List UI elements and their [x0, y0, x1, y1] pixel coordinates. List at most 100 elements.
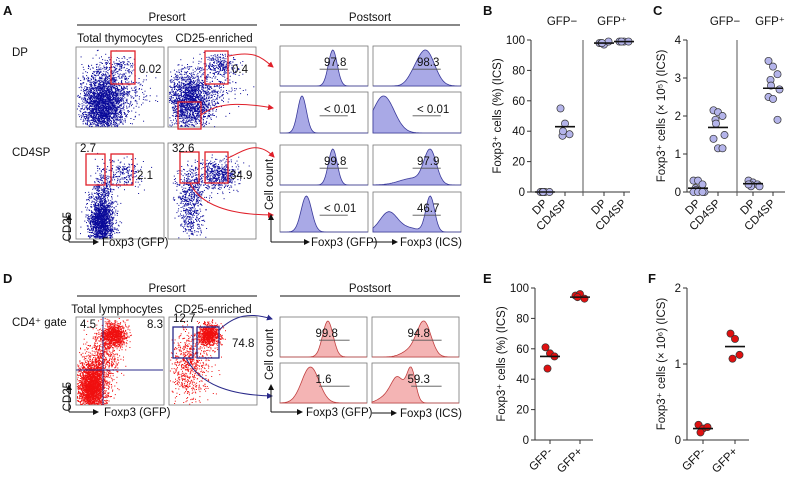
- event-dot: [202, 87, 204, 89]
- event-dot: [181, 108, 183, 110]
- event-dot: [197, 69, 199, 70]
- event-dot: [194, 98, 196, 100]
- event-dot: [116, 94, 117, 96]
- event-dot: [211, 77, 213, 79]
- event-dot: [214, 105, 215, 107]
- event-dot: [247, 94, 248, 96]
- event-dot: [108, 75, 110, 77]
- event-dot: [101, 89, 103, 91]
- event-dot: [215, 60, 217, 62]
- event-dot: [115, 101, 117, 102]
- event-dot: [198, 112, 200, 114]
- event-dot: [104, 96, 106, 97]
- event-dot: [201, 101, 203, 103]
- event-dot: [186, 121, 188, 123]
- event-dot: [116, 116, 118, 118]
- event-dot: [84, 108, 85, 110]
- event-dot: [186, 86, 188, 88]
- event-dot: [203, 52, 205, 53]
- event-dot: [143, 79, 145, 81]
- event-dot: [213, 94, 215, 96]
- event-dot: [95, 102, 97, 104]
- event-dot: [206, 94, 208, 96]
- event-dot: [107, 90, 109, 91]
- event-dot: [86, 124, 88, 126]
- event-dot: [202, 119, 204, 121]
- event-dot: [169, 97, 170, 99]
- event-dot: [94, 114, 95, 116]
- event-dot: [127, 91, 129, 93]
- event-dot: [84, 107, 86, 109]
- event-dot: [211, 64, 213, 66]
- event-dot: [209, 72, 211, 74]
- event-dot: [179, 77, 181, 79]
- event-dot: [186, 124, 188, 126]
- event-dot: [90, 123, 92, 125]
- event-dot: [95, 102, 97, 104]
- event-dot: [98, 93, 100, 95]
- event-dot: [193, 125, 195, 127]
- event-dot: [123, 104, 125, 106]
- event-dot: [206, 86, 208, 88]
- event-dot: [112, 108, 114, 110]
- event-dot: [194, 91, 196, 93]
- event-dot: [180, 86, 182, 88]
- event-dot: [122, 98, 124, 100]
- event-dot: [207, 59, 209, 61]
- event-dot: [119, 101, 121, 103]
- event-dot: [116, 122, 117, 124]
- event-dot: [98, 112, 100, 114]
- event-dot: [221, 64, 223, 66]
- event-dot: [90, 92, 92, 94]
- event-dot: [104, 102, 105, 104]
- event-dot: [187, 94, 189, 95]
- event-dot: [196, 121, 198, 123]
- event-dot: [197, 108, 199, 109]
- event-dot: [96, 50, 98, 52]
- event-dot: [172, 109, 174, 111]
- event-dot: [114, 107, 116, 109]
- event-dot: [127, 103, 129, 104]
- event-dot: [88, 103, 90, 104]
- event-dot: [100, 101, 102, 103]
- event-dot: [104, 105, 105, 107]
- event-dot: [175, 100, 177, 101]
- event-dot: [104, 112, 106, 114]
- event-dot: [100, 125, 102, 127]
- event-dot: [83, 97, 85, 99]
- event-dot: [111, 108, 113, 110]
- event-dot: [107, 115, 109, 117]
- event-dot: [82, 90, 84, 92]
- event-dot: [185, 124, 187, 126]
- event-dot: [97, 102, 98, 104]
- event-dot: [118, 106, 120, 107]
- event-dot: [116, 112, 118, 114]
- event-dot: [179, 120, 181, 122]
- event-dot: [95, 92, 96, 94]
- event-dot: [96, 121, 97, 123]
- event-dot: [113, 107, 115, 109]
- event-dot: [208, 100, 210, 102]
- event-dot: [126, 113, 128, 115]
- event-dot: [115, 90, 116, 92]
- dot-plot-events: [76, 49, 159, 128]
- event-dot: [117, 126, 118, 128]
- event-dot: [80, 80, 82, 81]
- event-dot: [170, 99, 172, 100]
- event-dot: [179, 99, 181, 101]
- event-dot: [107, 98, 109, 100]
- event-dot: [95, 64, 97, 66]
- event-dot: [213, 86, 215, 88]
- event-dot: [105, 76, 107, 78]
- event-dot: [140, 83, 142, 85]
- event-dot: [103, 113, 105, 115]
- event-dot: [194, 107, 196, 108]
- event-dot: [188, 89, 190, 91]
- event-dot: [114, 78, 116, 80]
- event-dot: [120, 116, 122, 118]
- event-dot: [209, 76, 211, 78]
- event-dot: [108, 81, 110, 82]
- event-dot: [181, 77, 183, 79]
- event-dot: [181, 100, 182, 102]
- event-dot: [105, 99, 106, 101]
